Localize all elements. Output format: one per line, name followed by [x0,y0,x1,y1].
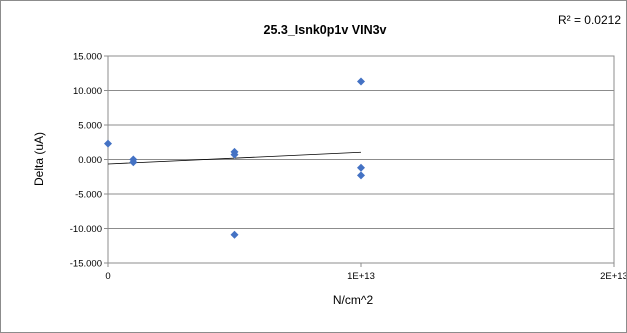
y-tick-label: 15.000 [73,52,102,63]
x-tick-label: 0 [105,271,110,282]
data-points [104,77,365,239]
data-point [357,77,365,86]
x-axis-title: N/cm^2 [333,293,374,307]
gridlines [104,55,615,267]
y-tick-label: 5.000 [78,121,102,132]
r-squared-label: R² = 0.0212 [558,13,621,27]
y-tick-label: -15.000 [70,259,102,270]
data-point [230,150,239,159]
data-point [129,158,138,167]
data-point [357,171,365,180]
data-point [104,139,112,148]
y-tick-label: -10.000 [70,224,102,235]
y-axis-tick-labels: 15.000 10.000 5.000 0.000 -5.000 -10.000 -15.0… [70,52,102,270]
chart-title: 25.3_Isnk0p1v VIN3v [264,23,387,37]
data-point [230,230,239,239]
y-tick-label: 10.000 [73,86,102,97]
y-axis-title: Delta (uA) [32,132,46,186]
y-tick-label: 0.000 [78,155,102,166]
x-tick-label: 2E+13 [600,271,626,282]
x-tick-label: 1E+13 [347,271,375,282]
data-point [357,163,365,172]
y-tick-label: -5.000 [75,190,102,201]
x-axis-tick-labels: 0 1E+13 2E+13 [105,271,626,282]
